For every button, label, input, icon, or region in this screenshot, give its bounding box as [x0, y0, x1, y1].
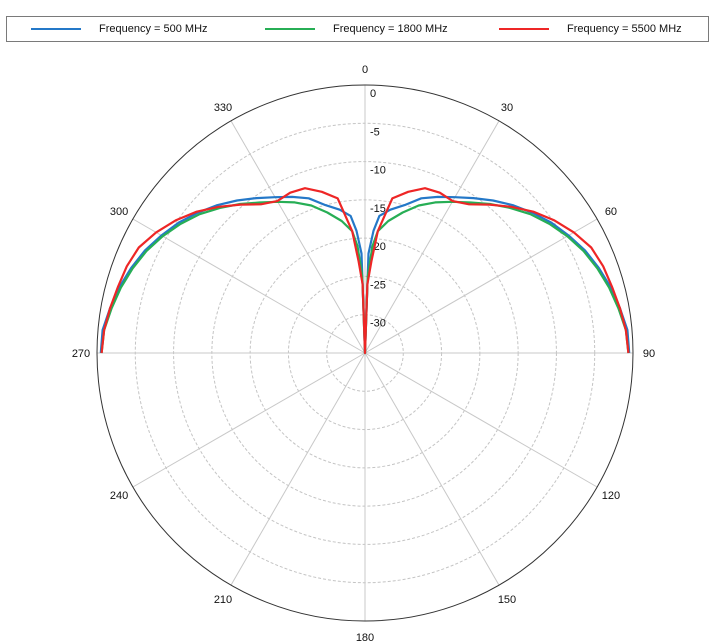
grid-spoke [132, 352, 366, 488]
legend-label-500mhz: Frequency = 500 MHz [99, 23, 208, 35]
legend-item-5500mhz: Frequency = 5500 MHz [499, 17, 682, 41]
radial-tick-label: -5 [370, 126, 380, 138]
grid-spoke [364, 352, 598, 488]
angle-tick-label: 0 [362, 64, 368, 76]
radial-tick-label: -15 [370, 203, 386, 215]
angle-tick-label: 330 [214, 102, 232, 114]
angle-tick-label: 240 [110, 490, 128, 502]
radial-tick-label: -10 [370, 165, 386, 177]
legend-label-5500mhz: Frequency = 5500 MHz [567, 23, 682, 35]
legend-swatch-5500mhz [499, 28, 549, 30]
angle-tick-label: 30 [501, 102, 513, 114]
grid-spoke [132, 218, 366, 354]
angle-tick-label: 60 [605, 206, 617, 218]
radial-tick-label: 0 [370, 88, 376, 100]
angle-tick-label: 270 [72, 348, 90, 360]
angle-tick-label: 90 [643, 348, 655, 360]
legend-item-500mhz: Frequency = 500 MHz [31, 17, 208, 41]
polar-boundary [96, 84, 634, 622]
series-line-2 [100, 187, 630, 355]
angle-tick-label: 300 [110, 206, 128, 218]
legend-label-1800mhz: Frequency = 1800 MHz [333, 23, 448, 35]
legend-swatch-500mhz [31, 28, 81, 30]
grid-spoke [364, 352, 500, 586]
grid-spoke [364, 218, 598, 354]
angle-tick-label: 150 [498, 594, 516, 606]
grid-spoke [364, 120, 500, 354]
angle-tick-label: 210 [214, 594, 232, 606]
angle-tick-label: 180 [356, 632, 374, 643]
legend-item-1800mhz: Frequency = 1800 MHz [265, 17, 448, 41]
legend: Frequency = 500 MHz Frequency = 1800 MHz… [6, 16, 709, 42]
grid-spoke [230, 120, 366, 354]
radial-tick-label: -25 [370, 279, 386, 291]
grid-spoke [230, 352, 366, 586]
angle-tick-label: 120 [602, 490, 620, 502]
legend-swatch-1800mhz [265, 28, 315, 30]
radial-tick-label: -30 [370, 318, 386, 330]
